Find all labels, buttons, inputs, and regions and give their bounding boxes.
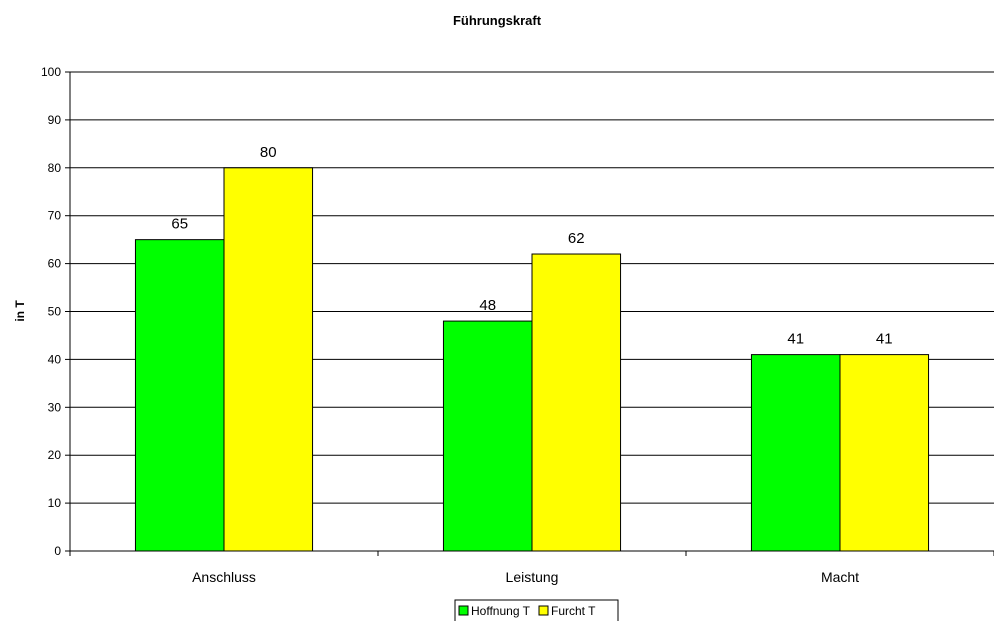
- y-tick-label: 70: [48, 209, 62, 223]
- bar: [750, 354, 841, 552]
- legend-label: Furcht T: [551, 604, 596, 618]
- legend-swatch: [538, 605, 549, 616]
- bar: [223, 167, 314, 552]
- y-tick-label: 30: [48, 400, 62, 414]
- y-tick-label: 60: [48, 257, 62, 271]
- bar: [134, 239, 225, 552]
- y-tick-label: 100: [41, 65, 61, 79]
- y-tick-label: 20: [48, 448, 62, 462]
- data-label: 65: [171, 216, 188, 233]
- data-label: 41: [787, 331, 804, 348]
- bar: [442, 320, 533, 552]
- x-tick-label: Leistung: [506, 569, 559, 585]
- bars: [134, 167, 930, 552]
- data-label: 41: [876, 331, 893, 348]
- legend-box: [454, 599, 619, 621]
- y-axis-label: in T: [13, 300, 27, 322]
- y-tick-label: 80: [48, 161, 62, 175]
- x-tick-label: Macht: [821, 569, 859, 585]
- y-tick-label: 50: [48, 305, 62, 319]
- data-labels: 65 80 48 62 41 41: [171, 144, 892, 348]
- bar: [531, 253, 622, 552]
- data-label: 48: [479, 297, 496, 314]
- legend-swatch: [458, 605, 469, 616]
- legend: Hoffnung T Furcht T: [454, 599, 619, 621]
- axes: 0 10 20 30 40 50 60 70 80 90 100 Anschluss Leistung M…: [41, 65, 994, 585]
- y-tick-label: 90: [48, 113, 62, 127]
- data-label: 80: [260, 144, 277, 161]
- y-tick-label: 40: [48, 352, 62, 366]
- bar: [839, 354, 930, 552]
- data-label: 62: [568, 230, 585, 247]
- legend-label: Hoffnung T: [471, 604, 531, 618]
- chart-title: Führungskraft: [453, 13, 542, 28]
- y-tick-label: 10: [48, 496, 62, 510]
- y-tick-label: 0: [54, 544, 61, 558]
- x-tick-label: Anschluss: [192, 569, 256, 585]
